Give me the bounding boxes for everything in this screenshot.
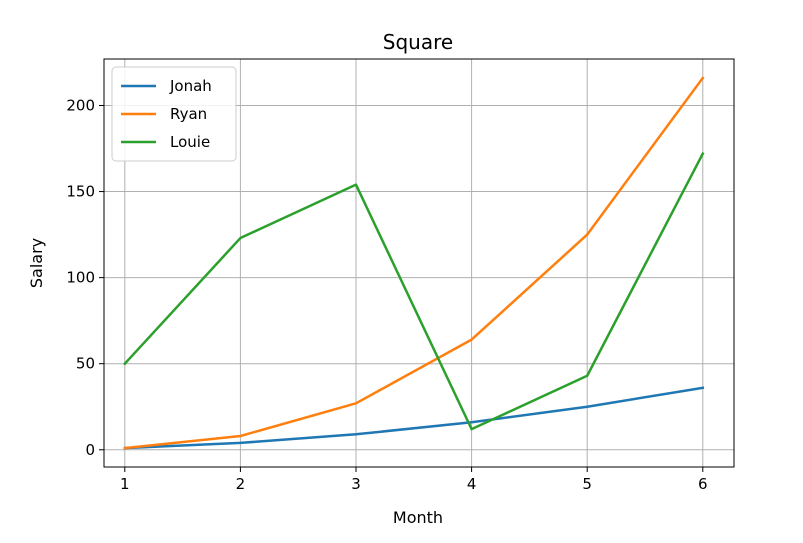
y-tick-label: 150 bbox=[66, 183, 95, 201]
series-line-jonah bbox=[123, 386, 705, 450]
plot-frame bbox=[103, 58, 735, 468]
legend-label: Jonah bbox=[169, 77, 212, 95]
x-tick-label: 3 bbox=[351, 475, 361, 493]
x-tick-label: 5 bbox=[582, 475, 592, 493]
x-tick-label: 4 bbox=[467, 475, 477, 493]
y-axis-label: Salary bbox=[27, 238, 46, 288]
x-tick-label: 2 bbox=[236, 475, 246, 493]
axis-ticks: 1 2 3 4 5 6 0 50 100 150 200 bbox=[66, 96, 707, 493]
y-tick-label: 50 bbox=[76, 355, 95, 373]
y-tick-label: 200 bbox=[66, 96, 95, 114]
legend-label: Ryan bbox=[170, 105, 207, 123]
x-axis-label: Month bbox=[393, 508, 443, 527]
legend-box bbox=[111, 66, 237, 162]
y-tick-label: 100 bbox=[66, 269, 95, 287]
series-line-ryan bbox=[123, 76, 705, 450]
x-tick-label: 1 bbox=[120, 475, 130, 493]
legend-label: Louie bbox=[170, 133, 210, 151]
chart-title: Square bbox=[383, 30, 453, 54]
series-lines bbox=[123, 76, 705, 450]
y-tick-label: 0 bbox=[85, 441, 95, 459]
legend: Jonah Ryan Louie bbox=[111, 66, 237, 162]
x-tick-label: 6 bbox=[698, 475, 708, 493]
series-line-louie bbox=[123, 151, 705, 431]
